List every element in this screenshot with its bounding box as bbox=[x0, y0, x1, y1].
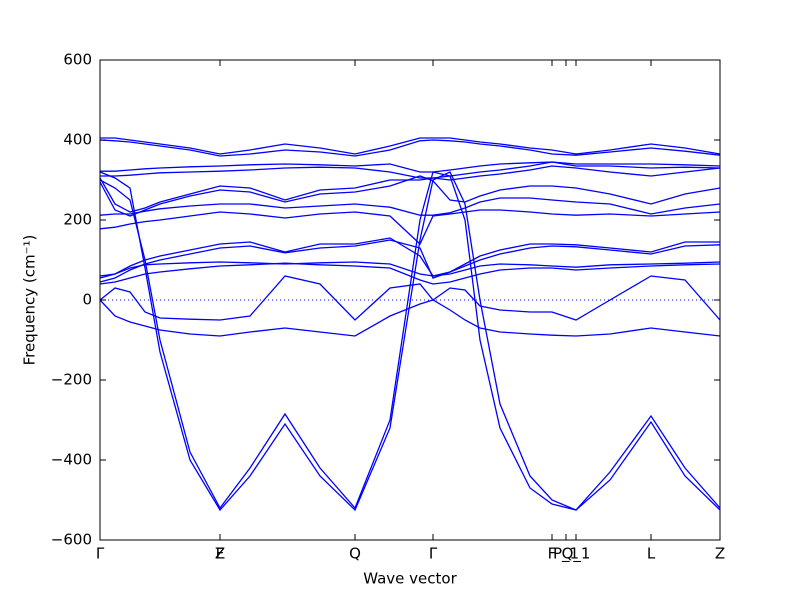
y-tick-label: −600 bbox=[51, 531, 92, 549]
band-line bbox=[100, 137, 721, 155]
y-tick-label: −200 bbox=[51, 371, 92, 389]
x-tick-label: Γ bbox=[429, 545, 438, 563]
band-line bbox=[99, 171, 721, 512]
y-tick-label: 200 bbox=[63, 211, 92, 229]
band-line bbox=[99, 275, 721, 321]
x-tick-label: Z bbox=[715, 545, 725, 563]
x-axis-label: Wave vector bbox=[363, 570, 457, 588]
y-tick-label: −400 bbox=[51, 451, 92, 469]
band-line bbox=[99, 261, 721, 277]
y-tick-label: 0 bbox=[82, 291, 92, 309]
x-tick-label: F bbox=[216, 545, 225, 563]
band-line bbox=[99, 262, 721, 285]
band-line bbox=[99, 197, 721, 216]
band-line bbox=[99, 239, 721, 283]
band-line bbox=[99, 165, 721, 213]
x-tick-label: Γ bbox=[96, 545, 105, 563]
x-tick-label: L bbox=[647, 545, 656, 563]
x-tick-label: P_1 bbox=[553, 545, 579, 564]
band-line bbox=[99, 299, 721, 337]
y-tick-label: 600 bbox=[63, 51, 92, 69]
x-tick-label: F bbox=[548, 545, 557, 563]
band-line bbox=[99, 209, 721, 246]
band-line bbox=[99, 237, 720, 279]
x-tick-label: Q_1 bbox=[562, 545, 591, 564]
y-tick-label: 400 bbox=[63, 131, 92, 149]
band-line bbox=[100, 161, 721, 173]
x-tick-label: Z bbox=[215, 545, 225, 563]
band-line bbox=[99, 171, 721, 511]
x-tick-label: Q bbox=[349, 545, 361, 563]
band-line bbox=[99, 139, 721, 157]
band-line bbox=[100, 161, 721, 179]
y-axis-label: Frequency (cm⁻¹) bbox=[21, 235, 39, 366]
band-line bbox=[99, 175, 721, 217]
